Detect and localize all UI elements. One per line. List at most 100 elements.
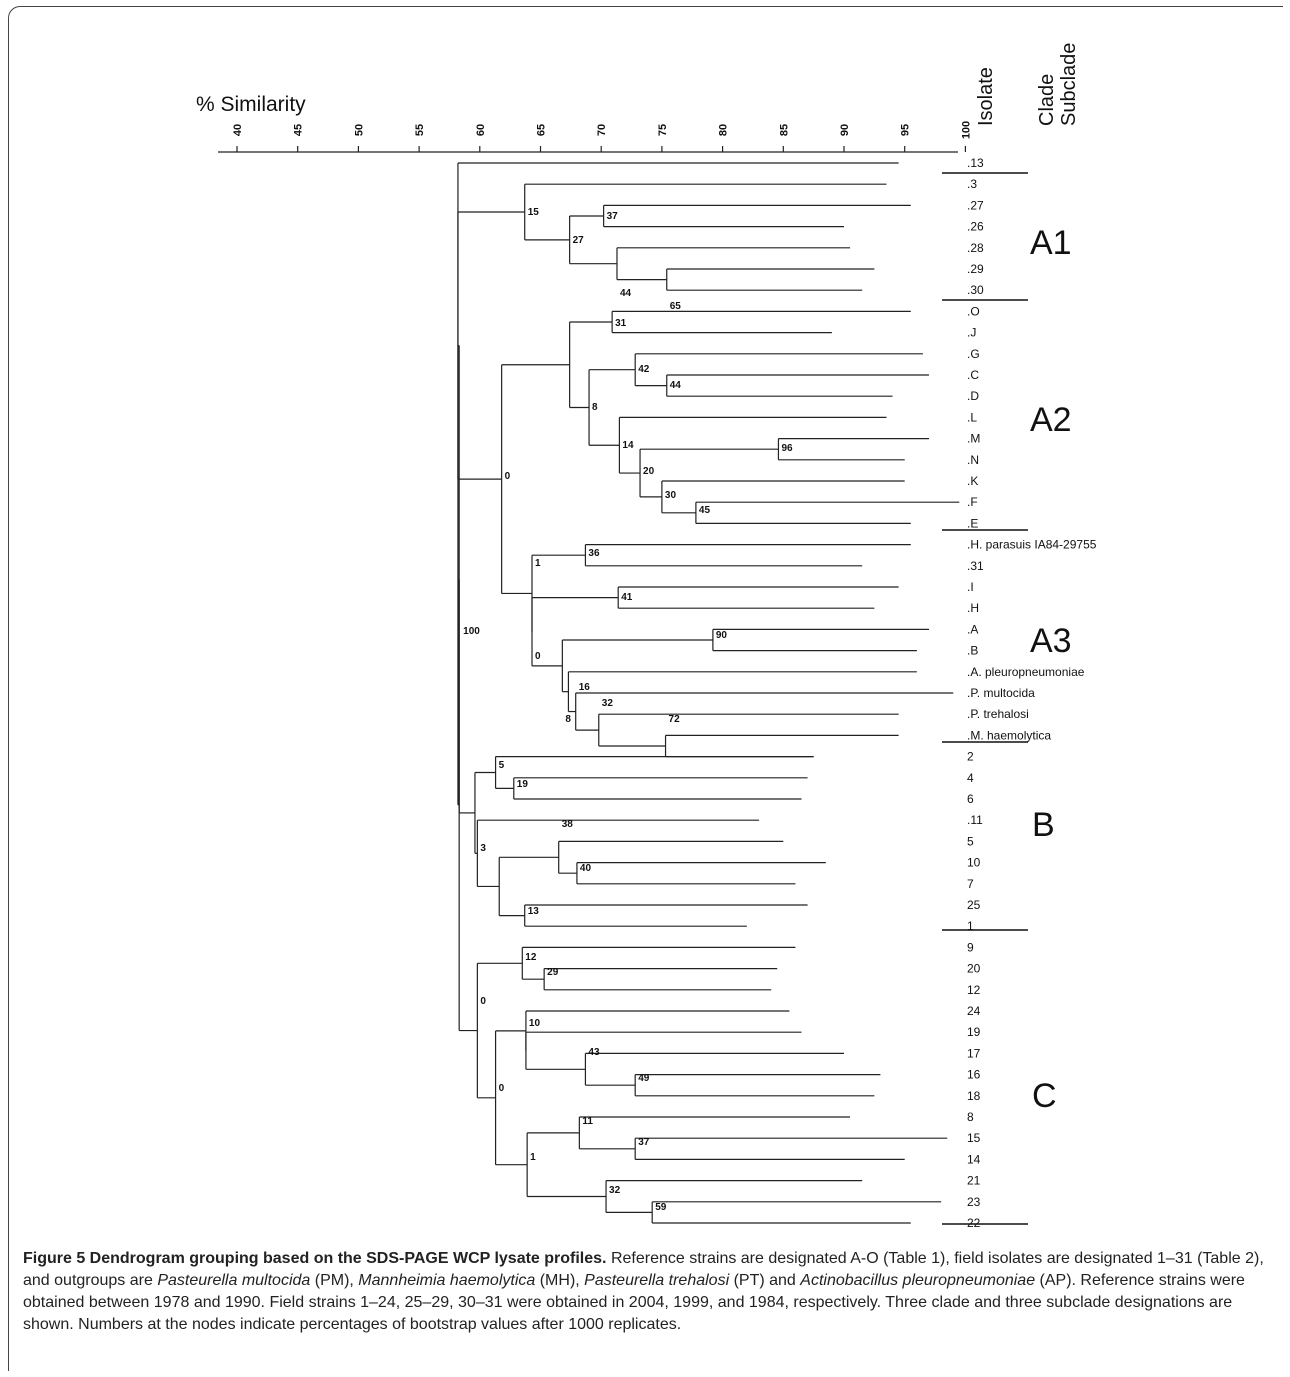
caption-text: (PT) and (729, 1272, 801, 1289)
caption-text: (MH), (535, 1272, 585, 1289)
isolate-label: 12 (967, 983, 981, 997)
axis-tick-label: 90 (839, 124, 851, 136)
isolate-label: .F (967, 495, 978, 509)
isolate-label: .B (967, 644, 978, 658)
axis-tick-label: 50 (353, 124, 365, 136)
bootstrap-value: 38 (562, 819, 574, 830)
bootstrap-value: 36 (588, 548, 600, 559)
isolate-header: Isolate (975, 67, 997, 126)
bootstrap-value: 49 (638, 1073, 650, 1084)
bootstrap-value: 59 (655, 1202, 667, 1213)
bootstrap-value: 96 (781, 443, 793, 454)
isolate-label: .D (967, 389, 979, 403)
isolate-label: 22 (967, 1216, 981, 1230)
axis-tick-label: 75 (657, 124, 669, 136)
axis-tick-label: 85 (778, 124, 790, 136)
tree-branches (457, 162, 960, 1224)
bootstrap-value: 5 (499, 760, 505, 771)
axis-tick-label: 70 (596, 124, 608, 136)
bootstrap-value: 40 (580, 863, 592, 874)
column-headers: Isolate Clade Subclade (975, 43, 1080, 126)
isolate-label: .L (967, 410, 977, 424)
isolate-label: 20 (967, 962, 981, 976)
isolate-label: .29 (967, 262, 984, 276)
bootstrap-value: 0 (499, 1083, 505, 1094)
isolate-label: 6 (967, 792, 974, 806)
isolate-label: .I (967, 580, 974, 594)
bootstrap-value: 16 (579, 682, 591, 693)
isolate-label: .E (967, 516, 978, 530)
bootstrap-value: 3 (480, 843, 486, 854)
bootstrap-value: 37 (638, 1137, 650, 1148)
isolate-label: .26 (967, 220, 984, 234)
isolate-label: .P. trehalosi (967, 707, 1029, 721)
isolate-label: .M. haemolytica (967, 728, 1051, 742)
isolate-label: .O (967, 304, 980, 318)
bootstrap-value: 1 (535, 558, 541, 569)
similarity-axis: 40 45 50 55 60 65 70 75 80 85 90 95 100 % Similarity (196, 93, 972, 153)
isolate-label: .K (967, 474, 978, 488)
caption-body: Reference strains are designated A-O (Ta… (23, 1250, 1264, 1333)
caption-text: Reference strains are designated A-O (Ta… (23, 1250, 1264, 1289)
bootstrap-value: 0 (505, 471, 511, 482)
isolate-label: .27 (967, 198, 984, 212)
bootstrap-value: 1 (530, 1152, 536, 1163)
isolate-label: 10 (967, 856, 981, 870)
bootstrap-value: 90 (716, 630, 728, 641)
isolate-label: 21 (967, 1174, 981, 1188)
leaf-labels: .13 .3 .27 .26 .28 .29 .30 .O .J .G .C .D .L .M .N .K .F… (967, 156, 1097, 1230)
clade-label: A3 (1030, 622, 1072, 660)
isolate-label: .30 (967, 283, 984, 297)
isolate-label: .31 (967, 559, 984, 573)
bootstrap-value: 41 (621, 592, 633, 603)
isolate-label: 17 (967, 1046, 981, 1060)
isolate-label: .A (967, 622, 978, 636)
caption-text: (PM), (310, 1272, 359, 1289)
bootstrap-value: 0 (535, 651, 541, 662)
bootstrap-value: 44 (620, 288, 632, 299)
bootstrap-value: 12 (525, 952, 537, 963)
bootstrap-value: 45 (699, 505, 711, 516)
isolate-label: .11 (967, 813, 983, 827)
bootstrap-value: 32 (609, 1185, 621, 1196)
isolate-label: 16 (967, 1068, 981, 1082)
isolate-label: 4 (967, 771, 974, 785)
bootstrap-value: 42 (638, 364, 650, 375)
bootstrap-value: 8 (592, 402, 598, 413)
bootstrap-value: 8 (565, 714, 571, 725)
isolate-label: 18 (967, 1089, 981, 1103)
figure-frame (8, 6, 1283, 1371)
bootstrap-value: 100 (463, 626, 480, 637)
isolate-label: 14 (967, 1152, 981, 1166)
bootstrap-value: 14 (622, 440, 634, 451)
isolate-label: .13 (967, 156, 984, 170)
bootstrap-value: 31 (615, 318, 627, 329)
clade-label: C (1032, 1077, 1057, 1115)
isolate-label: .J (967, 326, 976, 340)
isolate-label: 25 (967, 898, 981, 912)
isolate-label: 19 (967, 1025, 981, 1039)
bootstrap-value: 20 (643, 466, 655, 477)
isolate-label: .H (967, 601, 979, 615)
bootstrap-value: 10 (529, 1018, 541, 1029)
bootstrap-value: 44 (670, 380, 682, 391)
isolate-label: .P. multocida (967, 686, 1035, 700)
subclade-header: Subclade (1058, 43, 1080, 126)
axis-tick-label: 80 (718, 124, 730, 136)
bootstrap-value: 43 (588, 1047, 600, 1058)
isolate-label: 2 (967, 750, 974, 764)
caption-species-name: Mannheimia haemolytica (358, 1272, 536, 1289)
clade-label: A2 (1030, 401, 1072, 439)
isolate-label: 24 (967, 1004, 981, 1018)
axis-tick-label: 95 (900, 124, 912, 136)
figure-caption: Figure 5 Dendrogram grouping based on th… (23, 1248, 1273, 1336)
clade-header: Clade (1036, 74, 1058, 126)
axis-tick-label: 45 (293, 124, 305, 136)
bootstrap-value: 15 (528, 207, 540, 218)
axis-tick-label: 60 (475, 124, 487, 136)
isolate-label: 8 (967, 1110, 974, 1124)
isolate-label: .G (967, 347, 980, 361)
caption-title: Figure 5 Dendrogram grouping based on th… (23, 1250, 607, 1267)
isolate-label: .28 (967, 241, 984, 255)
